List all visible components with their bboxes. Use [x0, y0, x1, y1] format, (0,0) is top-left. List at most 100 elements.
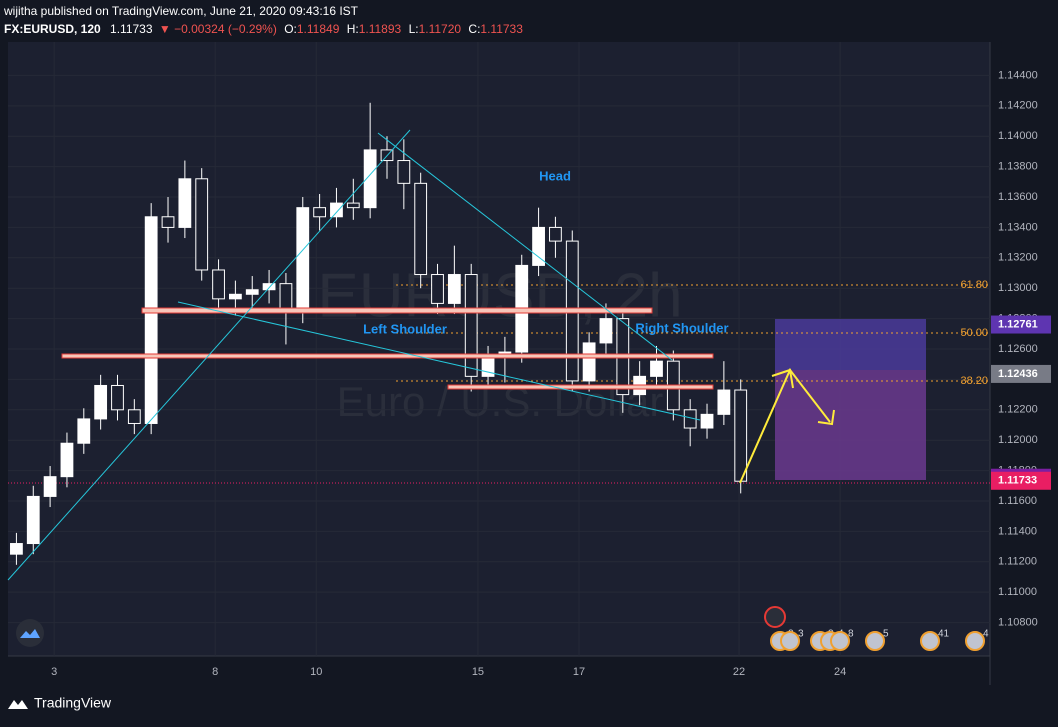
candle-body [195, 178, 209, 271]
event-count: 4 [983, 629, 989, 640]
y-tick-label: 1.11600 [998, 495, 1037, 507]
event-flag [965, 631, 985, 651]
x-tick-label: 3 [51, 666, 57, 678]
candle-body [77, 418, 91, 444]
candle-body [161, 216, 175, 228]
candle-body [582, 342, 596, 382]
ohlc-value: 1.11893 [359, 22, 402, 36]
y-tick-label: 1.13600 [998, 191, 1038, 203]
brand-icon [8, 700, 28, 709]
candle-body [346, 202, 360, 209]
ohlc-label: C: [468, 22, 480, 36]
candle-body [60, 442, 74, 478]
event-flag [780, 631, 800, 651]
candle-body [397, 160, 411, 184]
event-count: 8 [848, 629, 854, 640]
candle-body [447, 274, 461, 304]
y-tick-label: 1.13200 [998, 252, 1038, 264]
ohlc-value: 1.11849 [297, 22, 340, 36]
grid [8, 42, 990, 656]
ohlc-value: 1.11733 [480, 22, 523, 36]
candle-body [296, 207, 310, 314]
change: ▼ −0.00324 (−0.29%) [159, 22, 277, 36]
y-tick-label: 1.11000 [998, 586, 1037, 598]
candle-body [464, 274, 478, 377]
y-tick-label: 1.14000 [998, 130, 1038, 142]
event-flag [830, 631, 850, 651]
symbol-line: FX:EURUSD, 120 1.11733 ▼ −0.00324 (−0.29… [4, 22, 523, 36]
price-label-box [991, 315, 1051, 334]
event-flag [865, 631, 885, 651]
candle-body [94, 384, 108, 420]
last-price: 1.11733 [110, 22, 153, 36]
candle-body [599, 318, 613, 344]
candle-body [363, 149, 377, 209]
candle-body [178, 178, 192, 228]
resistance-zone [141, 307, 653, 314]
y-tick-label: 1.14400 [998, 69, 1038, 81]
candle-body [144, 216, 158, 424]
y-tick-label: 1.12000 [998, 434, 1038, 446]
price-label-box [991, 364, 1051, 383]
candle-body [700, 413, 714, 429]
x-tick-label: 17 [573, 666, 585, 678]
candle-body [43, 476, 57, 497]
y-tick-label: 1.11400 [998, 525, 1037, 537]
ohlc-label: O: [284, 22, 297, 36]
candle-body [717, 389, 731, 415]
candle-body [330, 202, 343, 218]
y-tick-label: 1.13000 [998, 282, 1038, 294]
ohlc-label: L: [409, 22, 419, 36]
x-tick-label: 24 [834, 666, 846, 678]
arrow-head [771, 368, 794, 389]
fib-label: 61.80 [960, 279, 988, 291]
logo-button[interactable] [16, 619, 44, 647]
candle-body [127, 409, 141, 424]
candle-body [10, 543, 23, 555]
fib-label: 50.00 [960, 327, 988, 339]
y-tick-label: 1.13400 [998, 221, 1038, 233]
candle-body [734, 389, 748, 482]
event-badge [764, 606, 786, 628]
target-zone [775, 319, 926, 370]
footer [0, 686, 1058, 722]
event-count: 5 [883, 629, 889, 640]
trendline [177, 301, 701, 421]
y-tick-label: 1.12200 [998, 404, 1038, 416]
candle-body [212, 269, 225, 300]
event-count: 41 [938, 629, 950, 640]
candle-body [111, 384, 124, 411]
candle-body [228, 293, 242, 300]
fib-label: 38.20 [960, 375, 988, 387]
candle-body [414, 182, 428, 276]
brand: TradingView [34, 695, 112, 711]
y-tick-label: 1.10800 [998, 616, 1038, 628]
y-tick-label: 1.14200 [998, 100, 1038, 112]
support-zone [447, 384, 714, 390]
x-tick-label: 22 [733, 666, 745, 678]
logo-icon [20, 629, 40, 638]
head-label: Head [539, 168, 571, 183]
events: 233485414 [764, 606, 989, 651]
candle-body [431, 274, 444, 304]
candle-body [650, 360, 663, 377]
axes: 1.14400 1.14200 1.14000 1.13800 1.13600 1.134… [51, 69, 1051, 678]
publisher: wijitha published on TradingView.com, Ju… [3, 4, 359, 18]
candle-body [549, 226, 562, 242]
ohlc-label: H: [347, 22, 359, 36]
arrow-head [817, 409, 835, 426]
trendline [7, 129, 411, 581]
y-tick-label: 1.13800 [998, 161, 1038, 173]
x-tick-label: 15 [472, 666, 484, 678]
price-label-box [991, 471, 1051, 490]
y-tick-label: 1.12600 [998, 343, 1038, 355]
candle-body [262, 283, 276, 291]
stop-zone [775, 370, 926, 480]
candle-body [532, 226, 545, 266]
event-flag [920, 631, 940, 651]
symbol: FX:EURUSD, 120 [4, 22, 101, 36]
candle-body [26, 495, 40, 545]
candle-body [313, 207, 327, 218]
price-label: 1.11733 [998, 475, 1037, 487]
